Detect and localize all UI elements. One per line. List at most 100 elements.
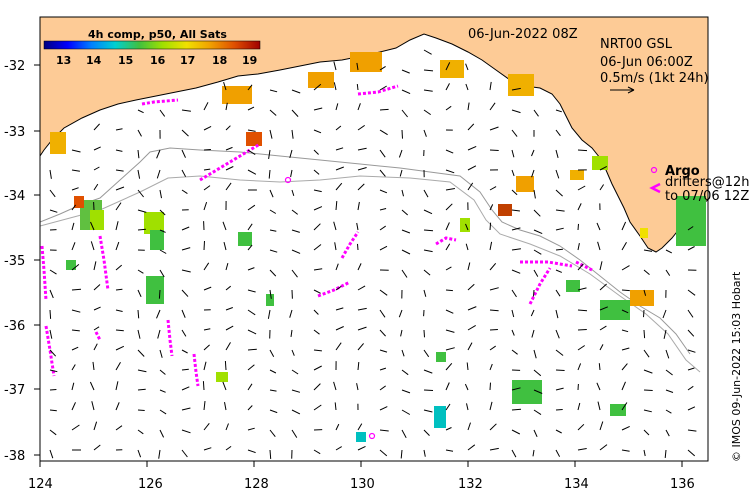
current-vector: [49, 449, 54, 459]
current-vector: [181, 129, 189, 137]
current-vector: [203, 286, 212, 291]
current-vector: [115, 264, 123, 271]
current-vector: [511, 149, 515, 158]
current-vector: [93, 261, 97, 271]
current-vector: [247, 223, 253, 231]
current-vector: [621, 241, 627, 251]
current-vector: [577, 185, 586, 191]
current-vector: [225, 125, 231, 131]
current-vector: [49, 369, 58, 373]
current-vector: [467, 182, 474, 191]
current-vector: [203, 328, 211, 331]
current-vector: [335, 201, 338, 211]
current-vector: [489, 262, 497, 271]
current-vector: [93, 306, 101, 311]
current-vector: [71, 288, 82, 291]
current-vector: [115, 149, 123, 152]
current-vector: [137, 228, 146, 231]
current-vector: [115, 241, 120, 251]
current-vector: [533, 409, 542, 416]
current-vector: [333, 82, 337, 91]
current-vector: [268, 169, 271, 179]
current-vector: [643, 249, 653, 252]
current-vector: [356, 222, 359, 231]
current-vector: [621, 221, 627, 231]
current-vector: [137, 449, 142, 458]
current-vector: [137, 109, 144, 114]
current-vector: [225, 102, 228, 111]
current-vector: [379, 108, 389, 111]
current-vector: [49, 209, 58, 213]
current-vector: [181, 247, 191, 251]
current-vector: [423, 189, 429, 198]
current-vector: [357, 124, 365, 131]
current-vector: [466, 403, 469, 411]
current-vector: [511, 429, 521, 435]
current-vector: [71, 364, 76, 371]
colorbar: [43, 40, 261, 50]
current-vector: [423, 349, 430, 358]
current-vector: [225, 445, 232, 451]
current-vector: [643, 349, 650, 358]
current-vector: [379, 245, 388, 251]
current-vector: [467, 422, 471, 431]
current-vector: [356, 383, 359, 391]
current-vector: [445, 309, 454, 314]
current-vector: [91, 401, 95, 411]
current-vector: [313, 149, 319, 155]
current-vector: [225, 146, 233, 151]
current-vector: [335, 307, 344, 311]
current-vector: [357, 307, 367, 311]
current-vector: [71, 382, 75, 391]
current-vector: [423, 229, 434, 232]
current-vector: [621, 402, 628, 411]
current-vector: [290, 169, 293, 178]
current-vector: [269, 289, 272, 299]
current-vector: [90, 221, 95, 231]
current-vector: [71, 329, 80, 332]
current-vector: [379, 208, 387, 211]
current-vector: [333, 61, 337, 71]
current-vector: [423, 289, 427, 297]
current-vector: [115, 202, 122, 211]
current-vector: [555, 429, 562, 434]
current-vector: [423, 429, 430, 436]
current-vector: [664, 449, 667, 458]
current-vector: [203, 102, 209, 111]
current-vector: [533, 109, 539, 117]
current-vector: [489, 345, 496, 351]
current-vector: [225, 325, 234, 331]
current-vector: [313, 129, 322, 134]
current-vector: [159, 389, 166, 393]
current-vector: [71, 187, 79, 191]
current-vector: [313, 449, 321, 455]
current-vector: [665, 369, 673, 376]
current-vector: [247, 309, 256, 316]
current-vector: [335, 326, 344, 331]
current-vector: [71, 204, 77, 211]
current-vector: [137, 269, 144, 274]
current-vector: [577, 149, 588, 152]
current-vector: [511, 87, 521, 91]
current-vector: [445, 289, 453, 292]
current-vector: [489, 204, 494, 211]
current-vector: [357, 423, 363, 431]
current-vector: [400, 329, 403, 337]
current-vector: [247, 84, 253, 91]
current-vector: [489, 363, 493, 371]
current-vector: [379, 169, 386, 177]
current-vector: [621, 425, 630, 431]
y-tick-label: -35: [4, 254, 25, 269]
current-vector: [49, 189, 56, 198]
current-vector: [247, 364, 255, 371]
current-vector: [137, 289, 142, 298]
current-vector: [555, 109, 562, 113]
current-vector: [445, 382, 450, 391]
current-vector: [599, 325, 607, 331]
current-vector: [313, 189, 322, 193]
current-vector: [291, 369, 299, 375]
current-vector: [511, 408, 522, 411]
current-vector: [621, 449, 630, 452]
current-vector: [356, 62, 359, 71]
